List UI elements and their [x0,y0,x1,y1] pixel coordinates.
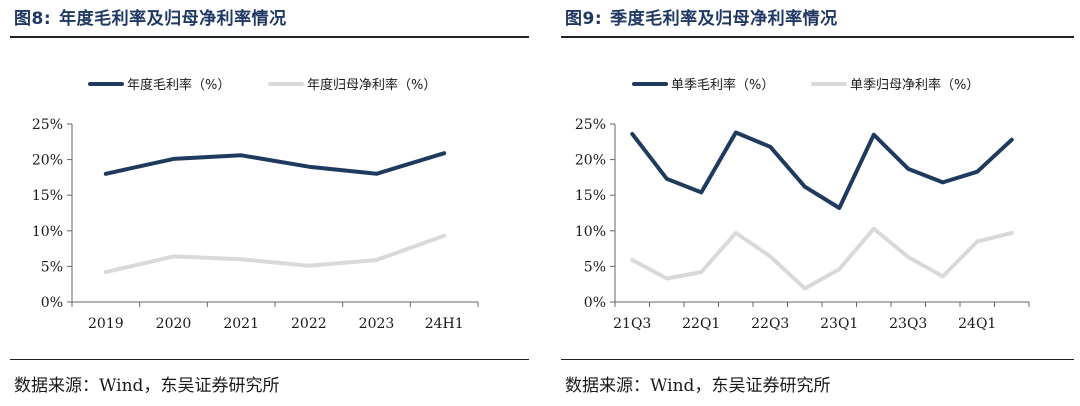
series-line-net-margin [630,226,1014,291]
x-tick-label: 23Q3 [889,316,927,332]
figure-8-panel: 图8: 年度毛利率及归母净利率情况 0% 5% 10% 15% 20% 25% 2019 202… [0,0,535,406]
figure-9-source: 数据来源：Wind，东吴证券研究所 [565,376,831,396]
legend-label: 单季毛利率（%） [671,77,774,93]
figure-9-number: 图9: [565,9,603,29]
y-tick-label: 20% [32,153,63,169]
figure-8-bottom-rule [10,359,529,360]
x-tick-label: 22Q3 [751,316,789,332]
series-line-gross-margin [103,151,447,176]
figure-8-title: 图8: 年度毛利率及归母净利率情况 [14,4,287,29]
series-line-gross-margin [630,130,1014,210]
figure-9-chart: 0% 5% 10% 15% 20% 25% 21Q3 22Q1 22Q3 23Q1 23Q3 24Q1… [575,77,1030,332]
legend-label: 年度毛利率（%） [127,77,230,93]
figure-9-panel: 图9: 季度毛利率及归母净利率情况 0% 5% 10% 15% 20% 25% 21Q3 22Q… [551,0,1080,406]
x-tick-label: 2020 [156,316,192,332]
y-tick-label: 10% [575,224,606,240]
legend-label: 年度归母净利率（%） [307,77,436,93]
y-tick-label: 5% [584,259,606,275]
x-tick-label: 23Q1 [820,316,858,332]
x-tick-label: 2022 [291,316,327,332]
y-tick-label: 5% [41,259,63,275]
x-tick-label: 24H1 [425,316,464,332]
figure-9-top-rule [561,36,1074,38]
figure-8-number: 图8: [14,9,52,29]
x-tick-label: 24Q1 [958,316,996,332]
series-line-net-margin [103,233,447,275]
x-tick-label: 2021 [223,316,259,332]
x-tick-label: 21Q3 [613,316,651,332]
y-tick-label: 0% [41,295,63,311]
legend-label: 单季归母净利率（%） [850,77,979,93]
figure-9-title: 图9: 季度毛利率及归母净利率情况 [565,4,838,29]
x-tick-label: 2019 [88,316,124,332]
y-tick-label: 15% [32,188,63,204]
figure-9-title-text: 季度毛利率及归母净利率情况 [610,9,838,29]
figure-8-chart: 0% 5% 10% 15% 20% 25% 2019 2020 2021 2022 2023 24H1… [32,77,479,332]
figure-8-top-rule [10,36,529,38]
figure-8-source: 数据来源：Wind，东吴证券研究所 [14,376,280,396]
x-tick-label: 22Q1 [682,316,720,332]
y-tick-label: 10% [32,224,63,240]
y-tick-label: 15% [575,188,606,204]
x-tick-label: 2023 [359,316,395,332]
y-tick-label: 0% [584,295,606,311]
y-tick-label: 25% [32,117,63,133]
figure-8-title-text: 年度毛利率及归母净利率情况 [59,9,287,29]
figure-9-bottom-rule [561,359,1074,360]
y-tick-label: 25% [575,117,606,133]
y-tick-label: 20% [575,153,606,169]
